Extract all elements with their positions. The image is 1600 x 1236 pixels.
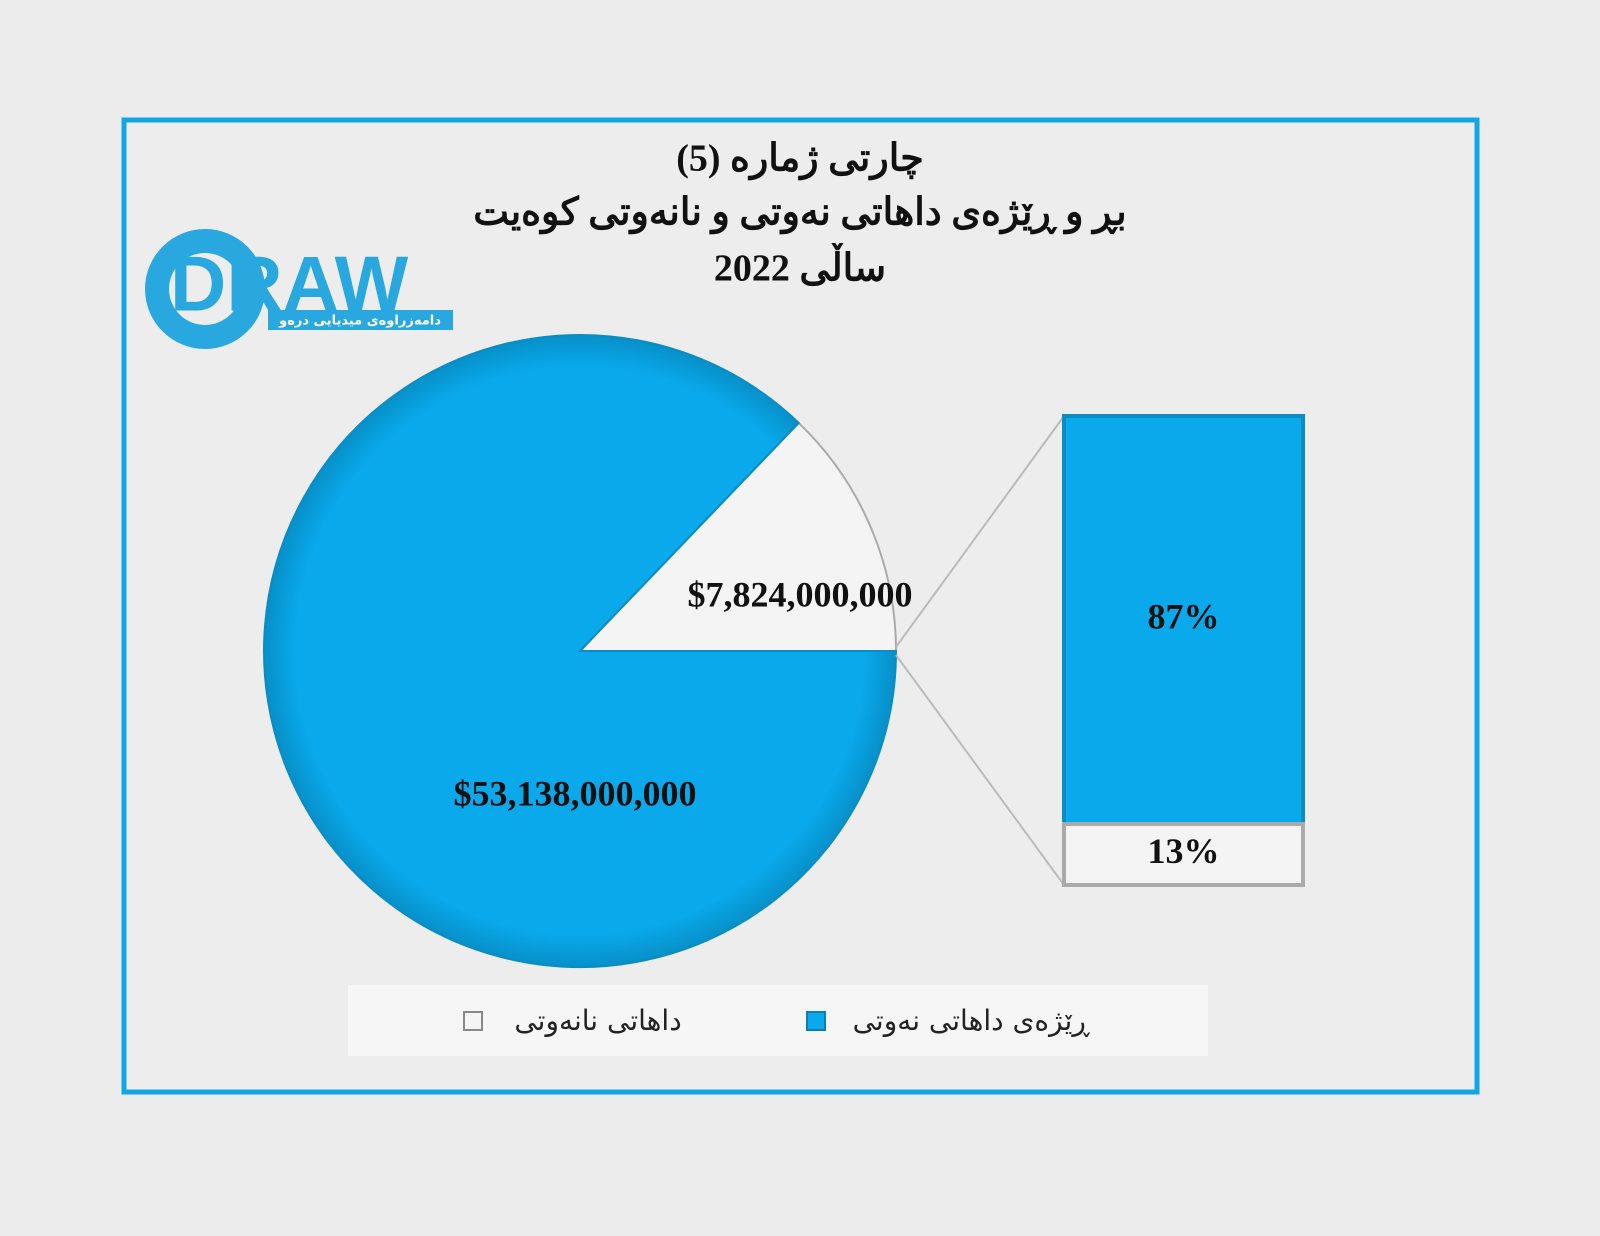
legend-label: داهاتی نانەوتی (514, 1004, 681, 1037)
legend-swatch (806, 1011, 826, 1031)
bar-segment (1062, 822, 1305, 888)
connector (895, 415, 1065, 648)
value-label: 87% (1148, 596, 1220, 636)
legend-swatch (463, 1011, 483, 1031)
value-label: $7,824,000,000 (688, 574, 913, 614)
logo: DRAW دامەزراوەی میدیایی درەو (145, 229, 453, 349)
connector (895, 654, 1065, 886)
pie-slice (263, 334, 898, 968)
chart-title: چارتی ژمارە (5) (676, 138, 924, 181)
logo-subtitle: دامەزراوەی میدیایی درەو (278, 314, 441, 329)
legend-box (348, 985, 1208, 1056)
chart-title: ساڵی 2022 (714, 243, 886, 290)
value-label: $53,138,000,000 (454, 773, 697, 813)
logo-band (268, 310, 453, 330)
value-label: 13% (1148, 831, 1220, 871)
logo-ring (169, 253, 241, 325)
chart-title: بڕ و ڕێژەی داهاتی نەوتی و نانەوتی کوەیت (473, 192, 1126, 236)
legend-label: ڕێژەی داهاتی نەوتی (853, 1004, 1091, 1037)
pie-slice (577, 421, 898, 652)
bar-segment (1062, 414, 1305, 827)
